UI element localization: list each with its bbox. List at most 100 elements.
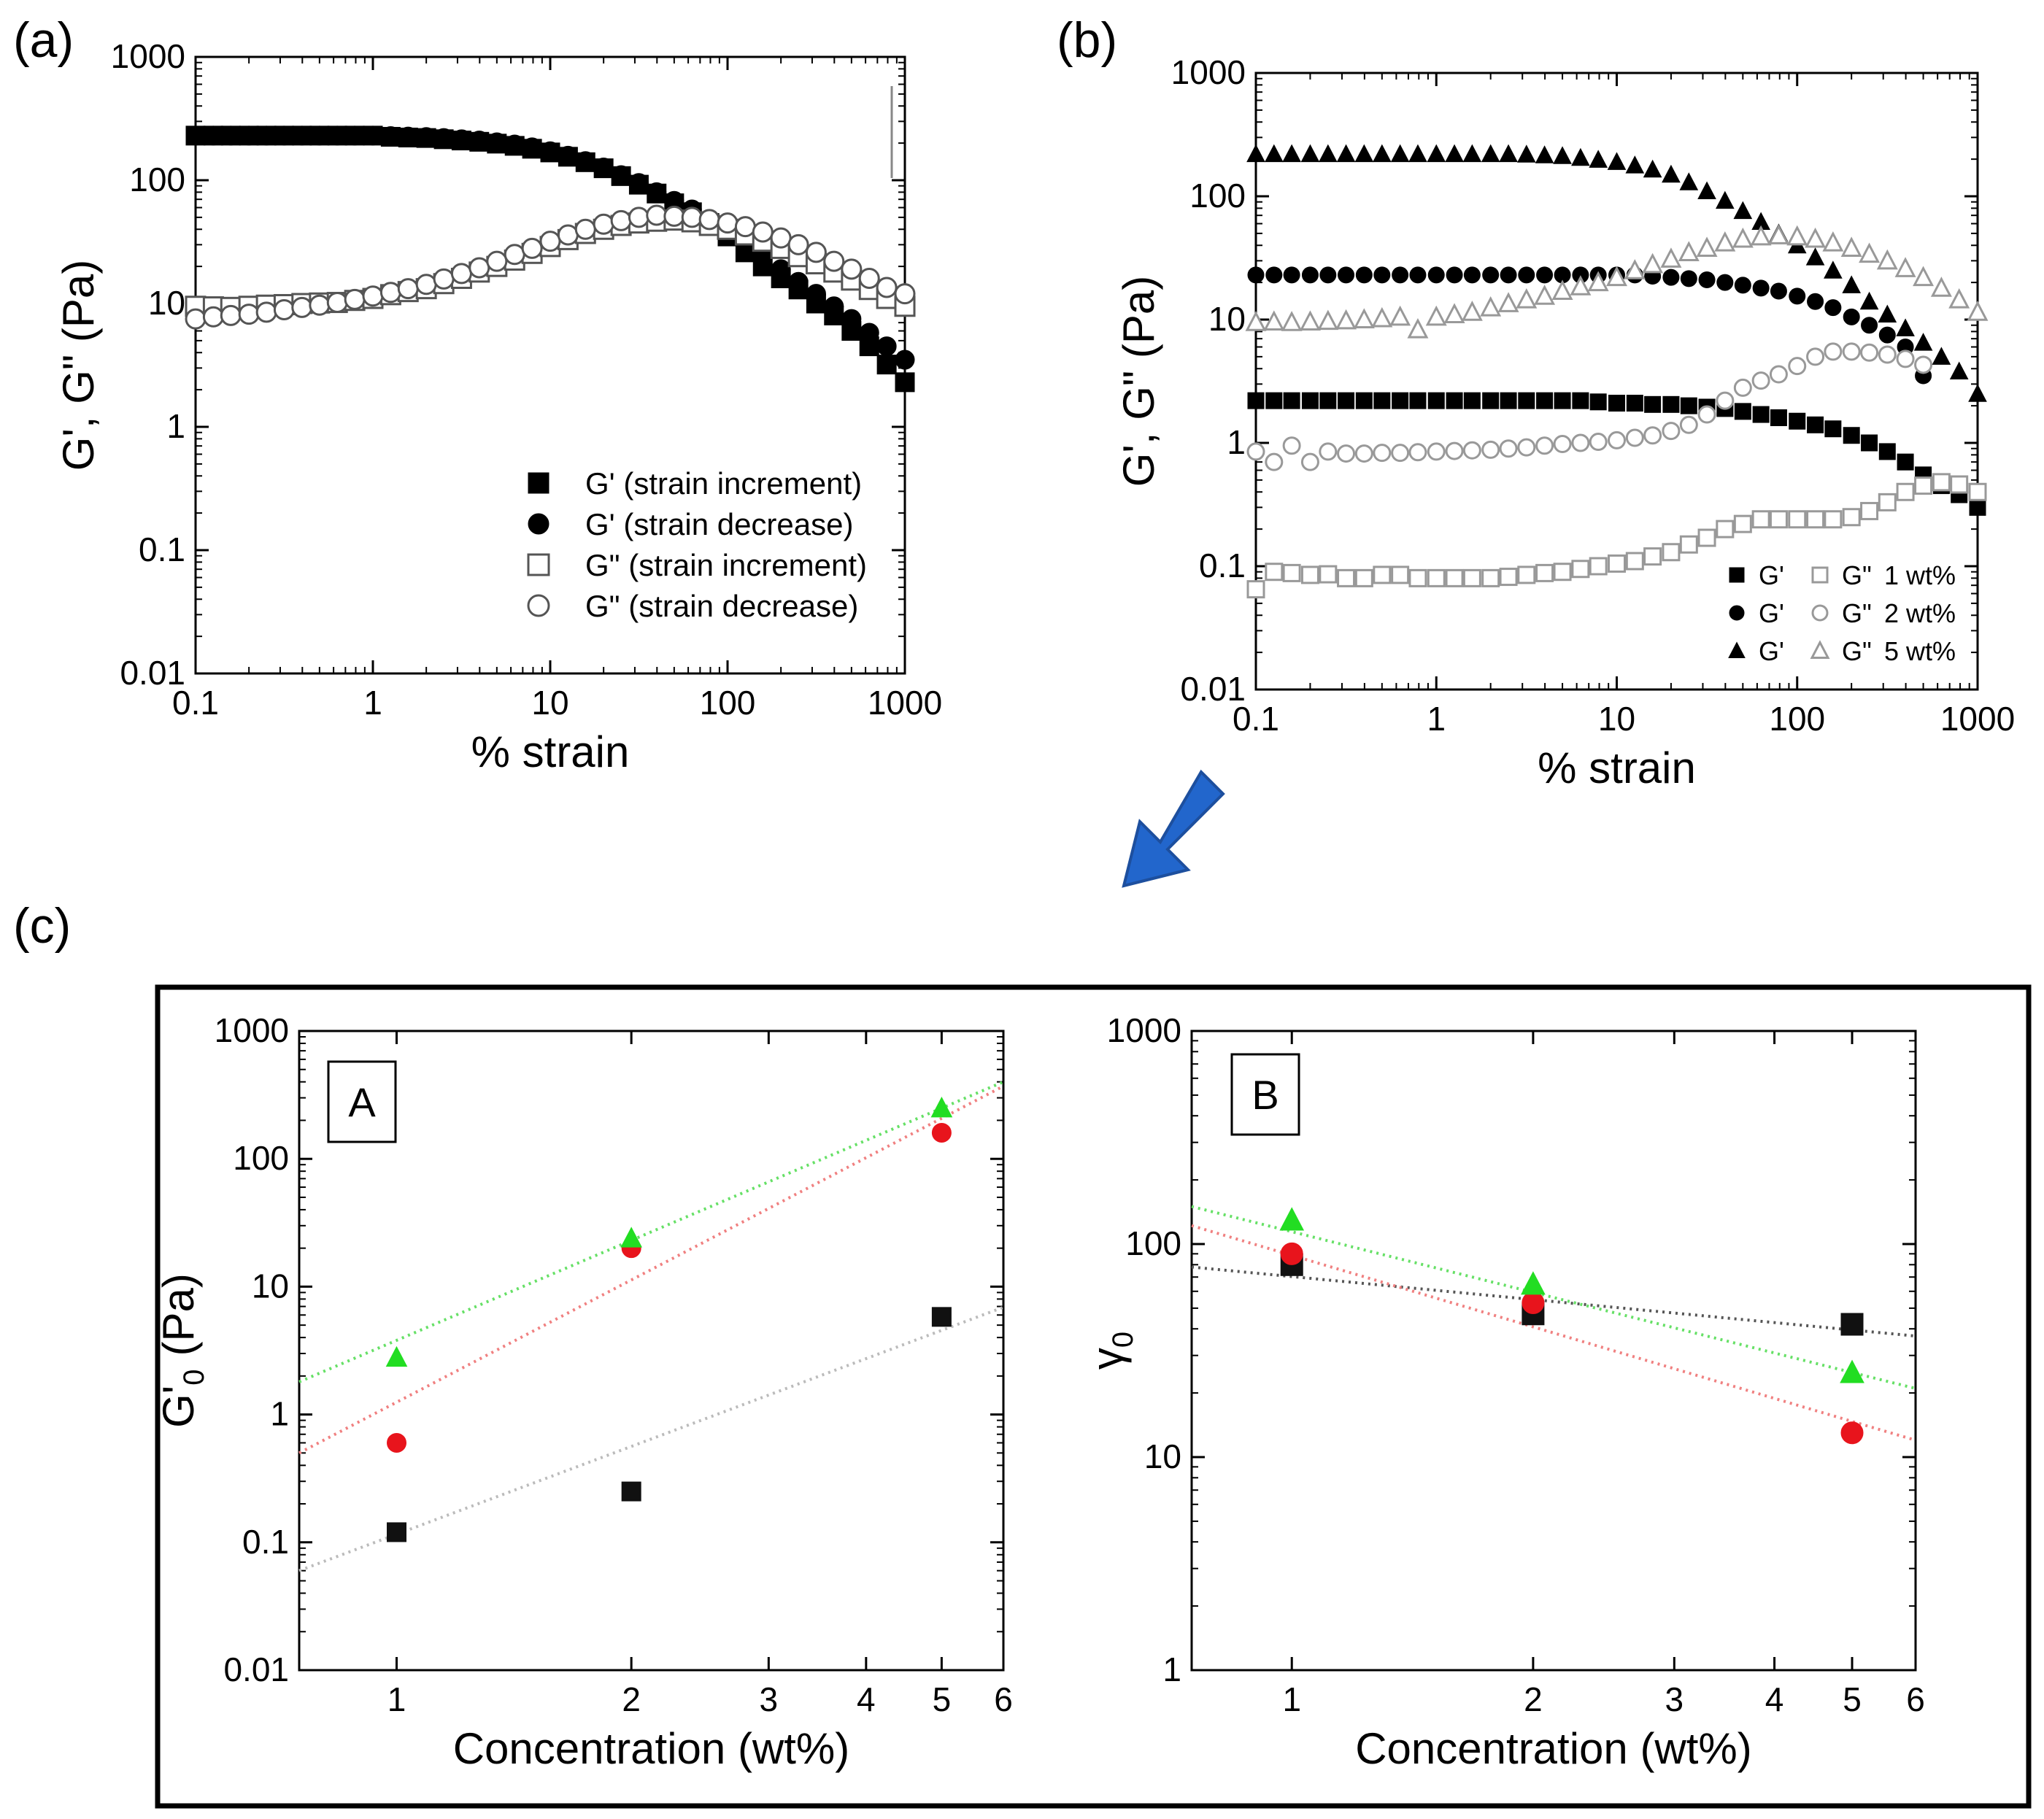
data-point <box>1678 241 1700 262</box>
legend-marker <box>527 553 550 576</box>
data-point <box>593 213 614 235</box>
data-point <box>1770 409 1787 427</box>
data-point <box>1626 395 1643 412</box>
data-point <box>1733 378 1752 397</box>
data-point <box>1337 568 1356 587</box>
data-point <box>1522 1291 1545 1315</box>
data-point <box>1282 144 1301 163</box>
data-point <box>1516 288 1538 309</box>
y-tick-label: 100 <box>1189 177 1246 215</box>
plot-c-B: 1 10 100 1000 1 2 3 4 5 6 Concentration (wt%) γ0 B <box>1083 1011 1925 1773</box>
data-point <box>344 125 365 146</box>
data-point <box>876 277 898 298</box>
data-point <box>859 323 879 343</box>
data-point <box>1843 308 1860 325</box>
data-point <box>1446 266 1463 284</box>
data-point <box>1750 225 1772 246</box>
data-point <box>1897 453 1914 471</box>
data-point <box>1497 292 1519 312</box>
x-tick-label: 10 <box>1598 700 1635 738</box>
x-axis-label: Concentration (wt%) <box>1355 1724 1752 1773</box>
data-point <box>1824 420 1842 438</box>
data-point <box>1461 301 1483 321</box>
data-point <box>1246 144 1265 163</box>
data-point <box>1499 568 1518 587</box>
data-point <box>1282 436 1301 455</box>
data-point <box>1788 357 1807 376</box>
data-point <box>1932 473 1951 492</box>
series-red-circles <box>1280 1242 1864 1445</box>
data-point <box>397 278 419 300</box>
data-point <box>380 126 401 147</box>
data-point <box>1769 365 1788 384</box>
data-point <box>1733 514 1752 533</box>
data-point <box>1843 427 1860 444</box>
data-point <box>1767 224 1789 244</box>
data-point <box>327 125 347 146</box>
data-point <box>1445 568 1464 587</box>
data-point <box>858 268 880 290</box>
y-tick-label: 10 <box>252 1267 289 1305</box>
data-point <box>291 296 313 318</box>
legend-a: G' (strain increment) G' (strain decrease… <box>527 466 867 623</box>
data-point <box>1391 565 1410 584</box>
plot-frame <box>1190 1030 1917 1672</box>
data-point <box>540 141 560 161</box>
data-point <box>628 206 649 228</box>
data-point <box>1876 249 1898 270</box>
data-point <box>1861 434 1878 452</box>
data-point <box>522 137 542 158</box>
data-point <box>1968 482 1987 501</box>
series-black-squares <box>1280 1253 1864 1336</box>
data-point <box>1842 275 1862 293</box>
data-point <box>1948 288 1970 309</box>
data-point <box>1551 279 1573 301</box>
x-tick-label: 100 <box>700 684 756 722</box>
data-point <box>1716 391 1735 410</box>
data-point <box>1894 257 1916 277</box>
data-point <box>326 292 348 314</box>
data-point <box>1571 147 1590 166</box>
legend-entry: G' (strain increment) <box>585 466 862 501</box>
data-point <box>1662 422 1681 441</box>
data-point <box>646 204 668 226</box>
series-g-2-wt- <box>1246 342 1933 471</box>
data-point <box>1716 274 1734 291</box>
data-point <box>1553 434 1572 453</box>
data-point <box>698 209 720 231</box>
data-point <box>628 173 649 193</box>
x-tick-label: 1 <box>387 1680 406 1718</box>
data-point <box>1824 299 1842 317</box>
data-point <box>1463 392 1481 409</box>
data-point <box>1554 392 1571 409</box>
series-g-strain-decrease- <box>185 204 916 330</box>
data-point <box>1680 397 1697 414</box>
data-point <box>1300 565 1319 584</box>
x-tick-label: 4 <box>1765 1680 1784 1718</box>
x-tick-label: 6 <box>1906 1680 1925 1718</box>
x-tick-label: 1 <box>363 684 382 722</box>
arrow-icon <box>1122 769 1225 888</box>
data-point <box>806 284 826 304</box>
data-point <box>1967 301 1989 321</box>
data-point <box>1949 361 1969 379</box>
data-point <box>1698 271 1716 289</box>
data-point <box>895 349 915 370</box>
data-point <box>451 129 471 150</box>
x-axis-label: % strain <box>1538 744 1696 792</box>
data-point <box>1246 442 1265 461</box>
y-axis-label: γ0 <box>1083 1332 1139 1370</box>
data-point <box>1319 565 1338 584</box>
data-point <box>1840 236 1862 257</box>
data-point <box>1587 271 1609 292</box>
data-point <box>1608 554 1626 573</box>
data-point <box>362 285 384 307</box>
y-tick-label: 1000 <box>215 1011 289 1049</box>
fit-line <box>1191 1265 1916 1338</box>
x-tick-label: 3 <box>760 1680 779 1718</box>
data-point <box>450 263 472 285</box>
panel-label-b: (b) <box>1057 12 1117 68</box>
legend-marker-filled <box>1729 567 1745 583</box>
data-point <box>1571 433 1590 452</box>
